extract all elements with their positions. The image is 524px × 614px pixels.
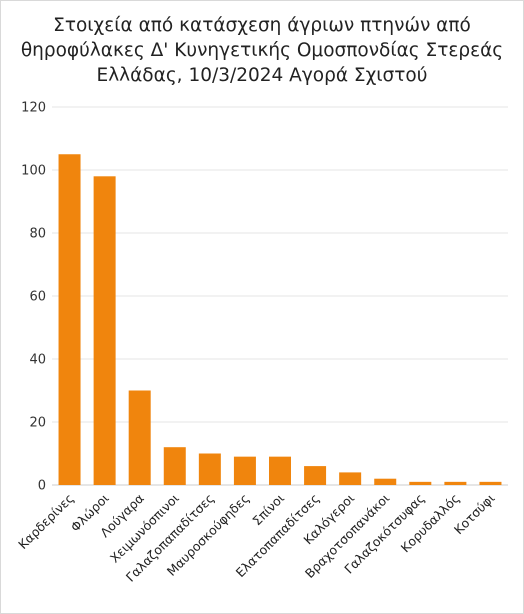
x-tick-label: Καρδερίνες bbox=[15, 491, 77, 553]
bars bbox=[58, 154, 502, 486]
bar bbox=[374, 478, 397, 485]
y-tick-label: 20 bbox=[29, 416, 46, 431]
bar bbox=[479, 481, 502, 485]
y-tick-label: 80 bbox=[29, 227, 46, 242]
bar bbox=[58, 154, 81, 485]
x-axis-ticks: ΚαρδερίνεςΦλώροιΛούγαραΧειμωνόσπινοιΓαλα… bbox=[15, 491, 497, 585]
bar bbox=[233, 456, 256, 485]
chart-title-line-3: Ελλάδας, 10/3/2024 Αγορά Σχιστού bbox=[96, 65, 428, 86]
bar bbox=[163, 447, 186, 485]
bar bbox=[444, 481, 467, 485]
bar bbox=[409, 481, 432, 485]
y-tick-label: 40 bbox=[29, 353, 46, 368]
gridlines bbox=[52, 106, 508, 486]
bar bbox=[128, 390, 151, 485]
y-tick-label: 120 bbox=[21, 101, 46, 116]
y-axis-ticks: 0 20 40 60 80 100 120 bbox=[21, 101, 46, 494]
y-tick-label: 100 bbox=[21, 164, 46, 179]
bar bbox=[93, 176, 116, 486]
chart-title-line-1: Στοιχεία από κατάσχεση άγριων πτηνών από bbox=[53, 15, 471, 36]
bar bbox=[198, 453, 221, 485]
bar bbox=[339, 472, 362, 485]
y-tick-label: 0 bbox=[38, 479, 46, 494]
bar bbox=[269, 456, 291, 485]
chart-title: Στοιχεία από κατάσχεση άγριων πτηνών από… bbox=[20, 13, 504, 88]
y-tick-label: 60 bbox=[29, 290, 46, 305]
bar bbox=[304, 466, 327, 485]
chart-title-line-2: θηροφύλακες Δ' Κυνηγετικής Ομοσπονδίας Σ… bbox=[20, 40, 504, 61]
